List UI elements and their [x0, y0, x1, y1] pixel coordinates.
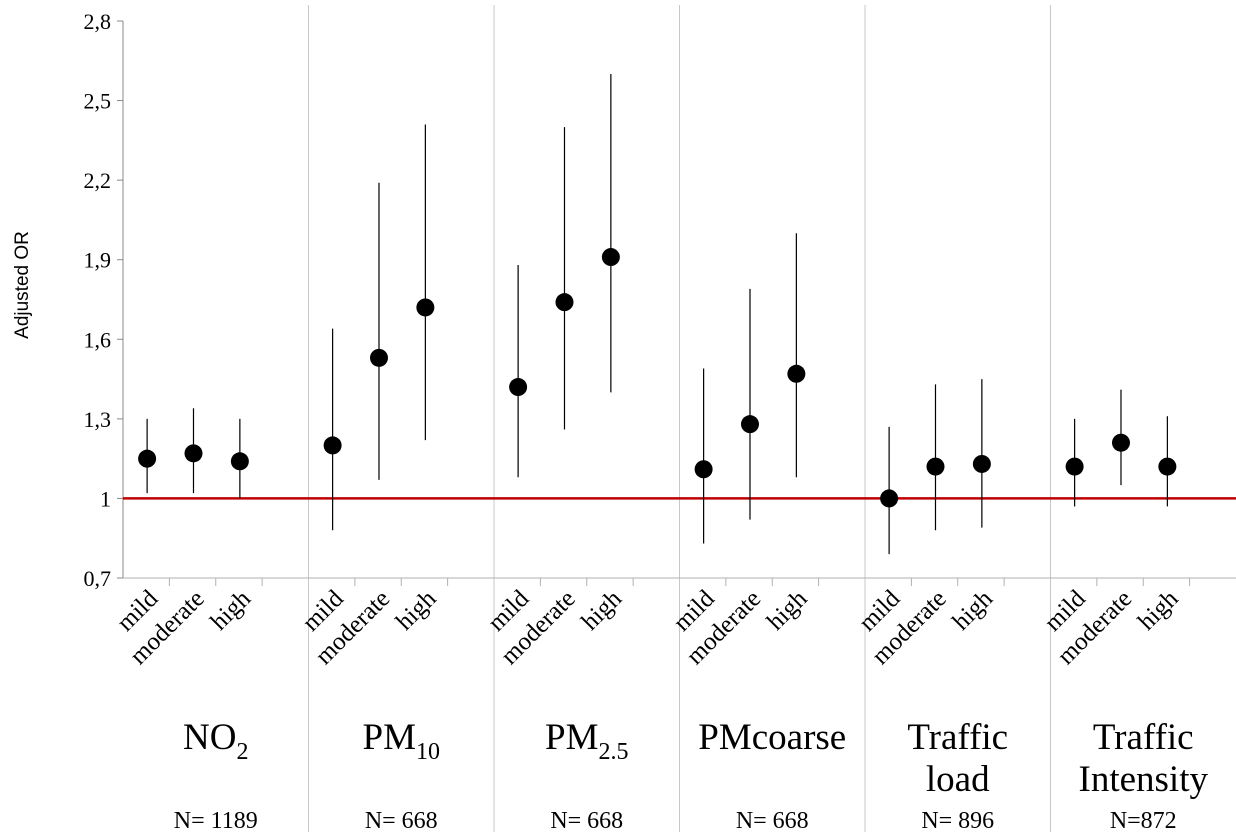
y-tick-label: 1 [100, 486, 111, 511]
error-bars [146, 74, 1168, 555]
sample-size-label: N= 896 [921, 808, 994, 832]
group-label-line: load [926, 759, 990, 800]
x-category-label: high [1133, 585, 1184, 636]
sample-size-label: N=872 [1110, 808, 1177, 832]
group-label-line: PM [545, 717, 598, 758]
sample-size-label: N= 1189 [174, 808, 258, 832]
data-points [138, 248, 1177, 508]
group-label: PM2.5 [545, 717, 628, 765]
y-axis-title: Adjusted OR [12, 231, 33, 339]
data-point [1065, 457, 1084, 476]
data-point [369, 348, 388, 367]
data-point [787, 364, 806, 383]
sample-size-label: N= 668 [736, 808, 809, 832]
y-tick-label: 2,8 [84, 9, 112, 34]
data-point [740, 415, 759, 434]
group-label-line: PM [363, 717, 416, 758]
y-axis: 0,7 1 1,3 1,6 1,9 2,2 2,5 2,8 [84, 9, 1236, 591]
data-point [601, 248, 620, 267]
group-label-line: NO [183, 717, 236, 758]
data-point [184, 444, 203, 463]
group-label: Traffic Intensity [1079, 717, 1209, 800]
data-point [555, 293, 574, 312]
data-point [323, 436, 342, 455]
group-label: PM10 [363, 717, 440, 765]
y-tick-label: 1,9 [84, 248, 112, 273]
data-point [138, 449, 157, 468]
y-tick-label: 1,6 [84, 327, 112, 352]
group-label-subscript: 10 [416, 739, 440, 765]
y-tick-label: 0,7 [84, 566, 112, 591]
group-label-line: Intensity [1079, 759, 1209, 800]
x-category-label: high [391, 585, 442, 636]
data-point [509, 378, 528, 397]
data-point [230, 452, 249, 471]
x-category-label: high [206, 585, 257, 636]
group-dividers [308, 5, 1051, 832]
x-category-label: high [762, 585, 813, 636]
group-label-subscript: 2.5 [598, 739, 628, 765]
data-point [926, 457, 945, 476]
y-tick-label: 2,2 [84, 168, 112, 193]
x-category-label: high [948, 585, 999, 636]
group-label: PMcoarse [698, 717, 846, 758]
data-point [1158, 457, 1177, 476]
data-point [880, 489, 899, 508]
sample-size-labels: N= 1189 N= 668 N= 668 N= 668 N= 896 N=872 [174, 808, 1177, 832]
group-label-line: Traffic [907, 717, 1008, 758]
data-point [972, 454, 991, 473]
y-tick-label: 1,3 [84, 407, 112, 432]
y-tick-label: 2,5 [84, 89, 112, 114]
data-point [1111, 433, 1130, 452]
data-point [416, 298, 435, 317]
data-point [694, 460, 713, 479]
group-label: Traffic load [907, 717, 1008, 800]
group-label-subscript: 2 [236, 739, 248, 765]
sample-size-label: N= 668 [365, 808, 438, 832]
group-label-line: Traffic [1093, 717, 1194, 758]
group-label: NO2 [183, 717, 248, 765]
group-label-line: PMcoarse [698, 717, 846, 758]
sample-size-label: N= 668 [550, 808, 623, 832]
x-category-label: high [577, 585, 628, 636]
